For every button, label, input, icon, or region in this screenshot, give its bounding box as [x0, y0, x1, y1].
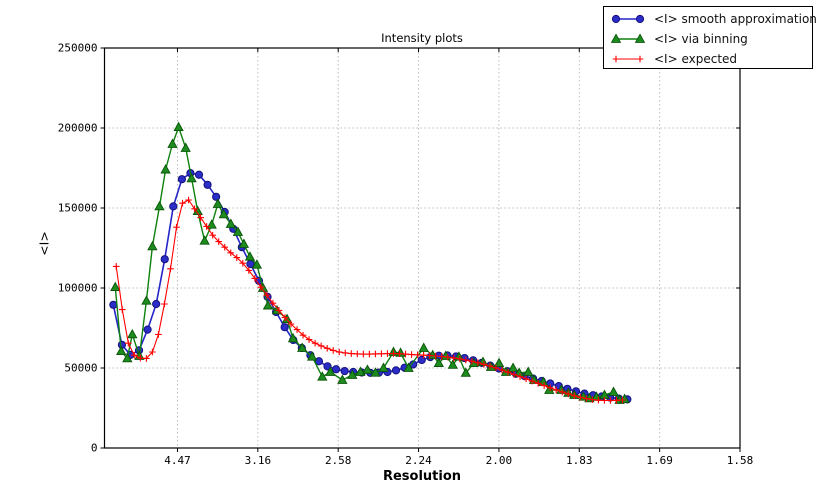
- svg-text:200000: 200000: [58, 122, 98, 135]
- legend-label: <I> expected: [654, 52, 738, 66]
- legend: <I> smooth approximation <I> via binning…: [603, 6, 817, 69]
- chart-title: Intensity plots: [381, 31, 463, 45]
- legend-label: <I> smooth approximation: [654, 12, 817, 26]
- legend-label: <I> via binning: [654, 32, 748, 46]
- x-axis-label: Resolution: [382, 469, 462, 484]
- y-axis-label: <I>: [36, 231, 52, 256]
- svg-text:4.47: 4.47: [164, 454, 191, 467]
- legend-marker-circle-icon: [611, 14, 645, 24]
- svg-text:2.58: 2.58: [325, 454, 352, 467]
- svg-text:0: 0: [91, 442, 98, 455]
- legend-item-smooth-approximation: <I> smooth approximation: [610, 9, 817, 29]
- legend-marker-plus-icon: [612, 55, 644, 63]
- legend-item-expected: <I> expected: [610, 49, 812, 69]
- svg-text:1.58: 1.58: [727, 454, 754, 467]
- svg-text:150000: 150000: [58, 202, 98, 215]
- svg-text:2.24: 2.24: [405, 454, 432, 467]
- svg-text:100000: 100000: [58, 282, 98, 295]
- svg-text:50000: 50000: [64, 362, 97, 375]
- legend-item-via-binning: <I> via binning: [610, 29, 812, 49]
- svg-text:1.83: 1.83: [566, 454, 593, 467]
- svg-text:3.16: 3.16: [245, 454, 272, 467]
- svg-text:1.69: 1.69: [646, 454, 673, 467]
- svg-text:2.00: 2.00: [486, 454, 513, 467]
- legend-marker-triangle-icon: [610, 33, 646, 43]
- svg-text:250000: 250000: [58, 42, 98, 55]
